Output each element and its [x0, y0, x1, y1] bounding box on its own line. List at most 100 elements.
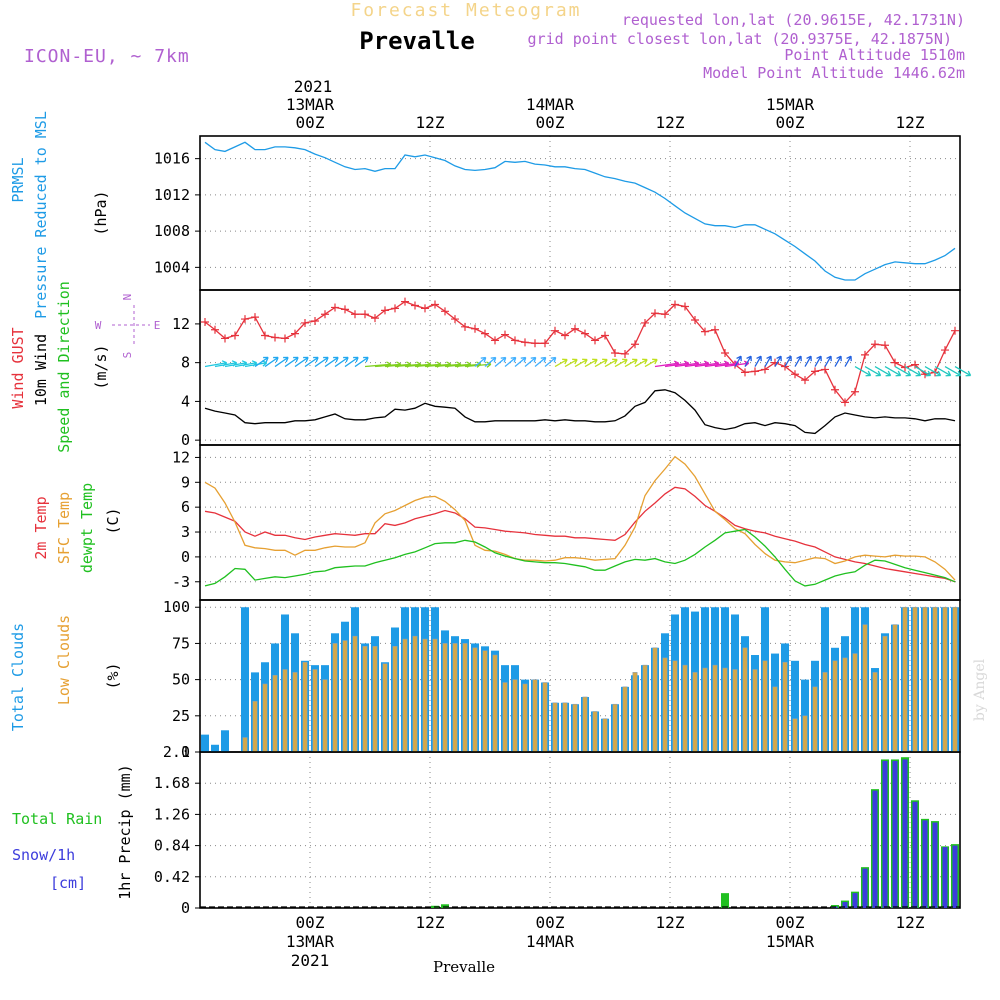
- top-date-label: 14MAR: [526, 95, 575, 114]
- total-cloud-bar: [201, 734, 209, 752]
- wind-gust-point: [381, 306, 389, 315]
- wind-direction-arrow: [854, 365, 871, 377]
- wind-gust-point: [471, 324, 479, 333]
- wind-direction-arrow: [244, 362, 267, 368]
- wind-direction-arrow: [674, 362, 699, 368]
- wind-direction-arrow: [714, 362, 739, 368]
- wind-arrow-head: [363, 356, 369, 363]
- wind-arrow-head: [806, 355, 812, 362]
- low-cloud-bar: [522, 683, 528, 753]
- low-cloud-bar: [392, 646, 398, 753]
- wind-gust-point: [851, 387, 859, 396]
- y-tick-label: 50: [172, 671, 190, 689]
- y-tick-label: 100: [163, 598, 190, 616]
- y-tick-label: 4: [181, 392, 190, 410]
- wind-arrow-head: [766, 355, 772, 362]
- model-altitude: Model Point Altitude 1446.62m: [703, 64, 965, 82]
- wind-arrow-head: [582, 358, 588, 365]
- wind-arrow-head: [846, 355, 852, 362]
- snow-bar: [902, 759, 908, 908]
- low-cloud-bar: [462, 643, 468, 753]
- snow-bar: [942, 847, 948, 908]
- wind-10m-line: [204, 389, 956, 435]
- y-tick-label: 1008: [154, 222, 190, 240]
- wind-direction-arrow: [354, 356, 369, 368]
- wind-arrow-head: [530, 356, 537, 363]
- temp-sfc-line: [204, 455, 956, 581]
- wind-direction-arrow: [804, 355, 812, 367]
- wind-direction-arrow: [214, 362, 237, 368]
- wind-arrow-head: [746, 355, 752, 362]
- wind-direction-arrow: [734, 355, 742, 367]
- wind-gust-point: [271, 333, 279, 342]
- wind-gust-point: [871, 340, 879, 349]
- low-clouds-label: Low Clouds: [55, 615, 73, 705]
- pressure-msl-label: Pressure Reduced to MSL: [32, 111, 50, 319]
- low-cloud-bar: [412, 635, 418, 753]
- low-cloud-bar: [502, 682, 508, 753]
- wind-direction-arrow: [224, 362, 247, 368]
- y-tick-label: 8: [181, 354, 190, 372]
- low-cloud-bar: [632, 672, 638, 753]
- low-cloud-bar: [882, 635, 888, 753]
- low-cloud-bar: [432, 638, 438, 753]
- low-cloud-bar: [352, 635, 358, 753]
- compass-east: E: [154, 319, 161, 332]
- wind-direction-arrow: [524, 357, 537, 368]
- low-cloud-bar: [682, 664, 688, 753]
- low-cloud-bar: [912, 606, 918, 753]
- y-tick-label: 9: [181, 473, 190, 491]
- low-cloud-bar: [862, 624, 868, 753]
- wind-arrow-head: [955, 370, 962, 377]
- y-tick-label: 0: [181, 743, 190, 761]
- wind-gust-label: Wind GUST: [9, 327, 27, 408]
- wind-direction-arrow: [424, 363, 451, 368]
- wind-gust-point: [541, 339, 549, 348]
- low-cloud-bar: [652, 647, 658, 753]
- wind-gust-point: [591, 336, 599, 345]
- precip-panel: 0 0.42 0.84 1.26 1.68 2.1: [154, 743, 961, 917]
- top-date-label: 15MAR: [766, 95, 815, 114]
- wind-direction-arrow: [764, 355, 772, 367]
- low-cloud-bar: [802, 715, 808, 753]
- prmsl-line: [204, 141, 956, 281]
- wind-arrow-head: [550, 356, 557, 363]
- low-cloud-bar: [892, 624, 898, 753]
- low-cloud-bar: [332, 643, 338, 753]
- wind-arrow-head: [826, 355, 832, 362]
- wind-speed-dir-label: Speed and Direction: [55, 281, 73, 453]
- wind-gust-point: [411, 301, 419, 310]
- wind-gust-point: [841, 398, 849, 407]
- wind-direction-arrow: [384, 363, 411, 368]
- top-hour-label: 12Z: [416, 113, 445, 132]
- wind-direction-arrow: [414, 363, 441, 368]
- wind-direction-arrow: [894, 365, 911, 377]
- wind-gust-point: [741, 368, 749, 377]
- wind-direction-arrow: [944, 365, 961, 377]
- low-cloud-bar: [792, 718, 798, 753]
- wind-arrow-head: [945, 370, 952, 377]
- wind-gust-point: [821, 365, 829, 374]
- watermark: by Angel: [972, 658, 988, 721]
- bottom-hour-label: 00Z: [296, 913, 325, 932]
- wind-direction-arrow: [344, 356, 359, 368]
- wind-arrow-head: [510, 356, 517, 363]
- low-cloud-bar: [372, 646, 378, 753]
- wind-arrow-head: [776, 355, 782, 362]
- wind-arrow-head: [622, 358, 628, 365]
- low-cloud-bar: [422, 638, 428, 753]
- low-cloud-bar: [592, 711, 598, 753]
- wind-gust-point: [811, 367, 819, 376]
- wind-frame: [199, 289, 961, 446]
- wind-gust-point: [711, 325, 719, 334]
- total-cloud-bar: [221, 730, 229, 752]
- snow-bar: [922, 820, 928, 908]
- snow-bar: [952, 845, 958, 908]
- wind-gust-point: [461, 322, 469, 331]
- wind-direction-arrow: [954, 365, 971, 377]
- low-cloud-bar: [702, 667, 708, 753]
- wind-panel: 0 4 8 12: [172, 289, 972, 449]
